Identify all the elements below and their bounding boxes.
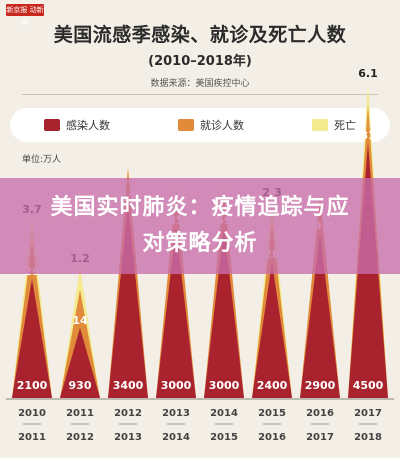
- infected-value-label: 3000: [161, 379, 192, 392]
- legend-label-deaths: 死亡: [334, 119, 356, 132]
- x-tick-label-start: 2011: [66, 408, 94, 419]
- x-tick-label-end: 2014: [162, 432, 190, 443]
- x-tick-label-start: 2016: [306, 408, 334, 419]
- x-tick-label-start: 2010: [18, 408, 46, 419]
- x-tick-label-end: 2018: [354, 432, 382, 443]
- visits-value-label: 14: [72, 314, 88, 327]
- x-tick-label-end: 2016: [258, 432, 286, 443]
- infected-peak: [300, 233, 340, 398]
- legend-item-deaths: 死亡: [312, 117, 356, 133]
- x-tick-label-end: 2015: [210, 432, 238, 443]
- infected-peak: [60, 328, 100, 398]
- x-tick-label-start: 2013: [162, 408, 190, 419]
- infected-value-label: 2900: [305, 379, 336, 392]
- overlay-headline: 美国实时肺炎：疫情追踪与应对策略分析: [50, 195, 350, 256]
- infected-peak: [108, 205, 148, 398]
- x-tick-label-start: 2015: [258, 408, 286, 419]
- unit-label: 单位:万人: [22, 155, 62, 165]
- x-tick-label-end: 2011: [18, 432, 46, 443]
- chart-subtitle: (2010–2018年): [148, 54, 252, 69]
- infected-peak: [12, 279, 52, 398]
- infected-value-label: 4500: [353, 379, 384, 392]
- x-tick-label-start: 2014: [210, 408, 238, 419]
- legend-swatch-infected: [44, 119, 60, 131]
- x-tick-label-start: 2012: [114, 408, 142, 419]
- x-tick-label-end: 2017: [306, 432, 334, 443]
- visits-value-label: 81: [360, 129, 375, 142]
- legend-item-visits: 就诊人数: [178, 117, 244, 133]
- legend-swatch-deaths: [312, 119, 328, 131]
- legend-label-infected: 感染人数: [66, 119, 110, 132]
- infected-peak: [252, 262, 292, 398]
- data-source: 数据来源：美国疾控中心: [150, 79, 250, 89]
- legend-item-infected: 感染人数: [44, 117, 110, 133]
- overlay-banner: 美国实时肺炎：疫情追踪与应对策略分析: [0, 178, 400, 274]
- infected-value-label: 2400: [257, 379, 288, 392]
- x-tick-label-start: 2017: [354, 408, 382, 419]
- infected-value-label: 930: [69, 379, 92, 392]
- infected-value-label: 2100: [17, 379, 48, 392]
- legend-label-visits: 就诊人数: [200, 119, 244, 132]
- infected-value-label: 3000: [209, 379, 240, 392]
- chart-title: 美国流感季感染、就诊及死亡人数: [53, 24, 347, 46]
- x-tick-label-end: 2012: [66, 432, 94, 443]
- divider: [22, 94, 378, 95]
- legend: 感染人数 就诊人数 死亡: [10, 108, 390, 142]
- death-value-label: 6.1: [358, 67, 378, 80]
- infected-peak: [156, 228, 196, 398]
- infected-peak: [204, 228, 244, 398]
- legend-swatch-visits: [178, 119, 194, 131]
- x-tick-label-end: 2013: [114, 432, 142, 443]
- infected-value-label: 3400: [113, 379, 144, 392]
- logo: 新京报 动新闻: [6, 4, 44, 26]
